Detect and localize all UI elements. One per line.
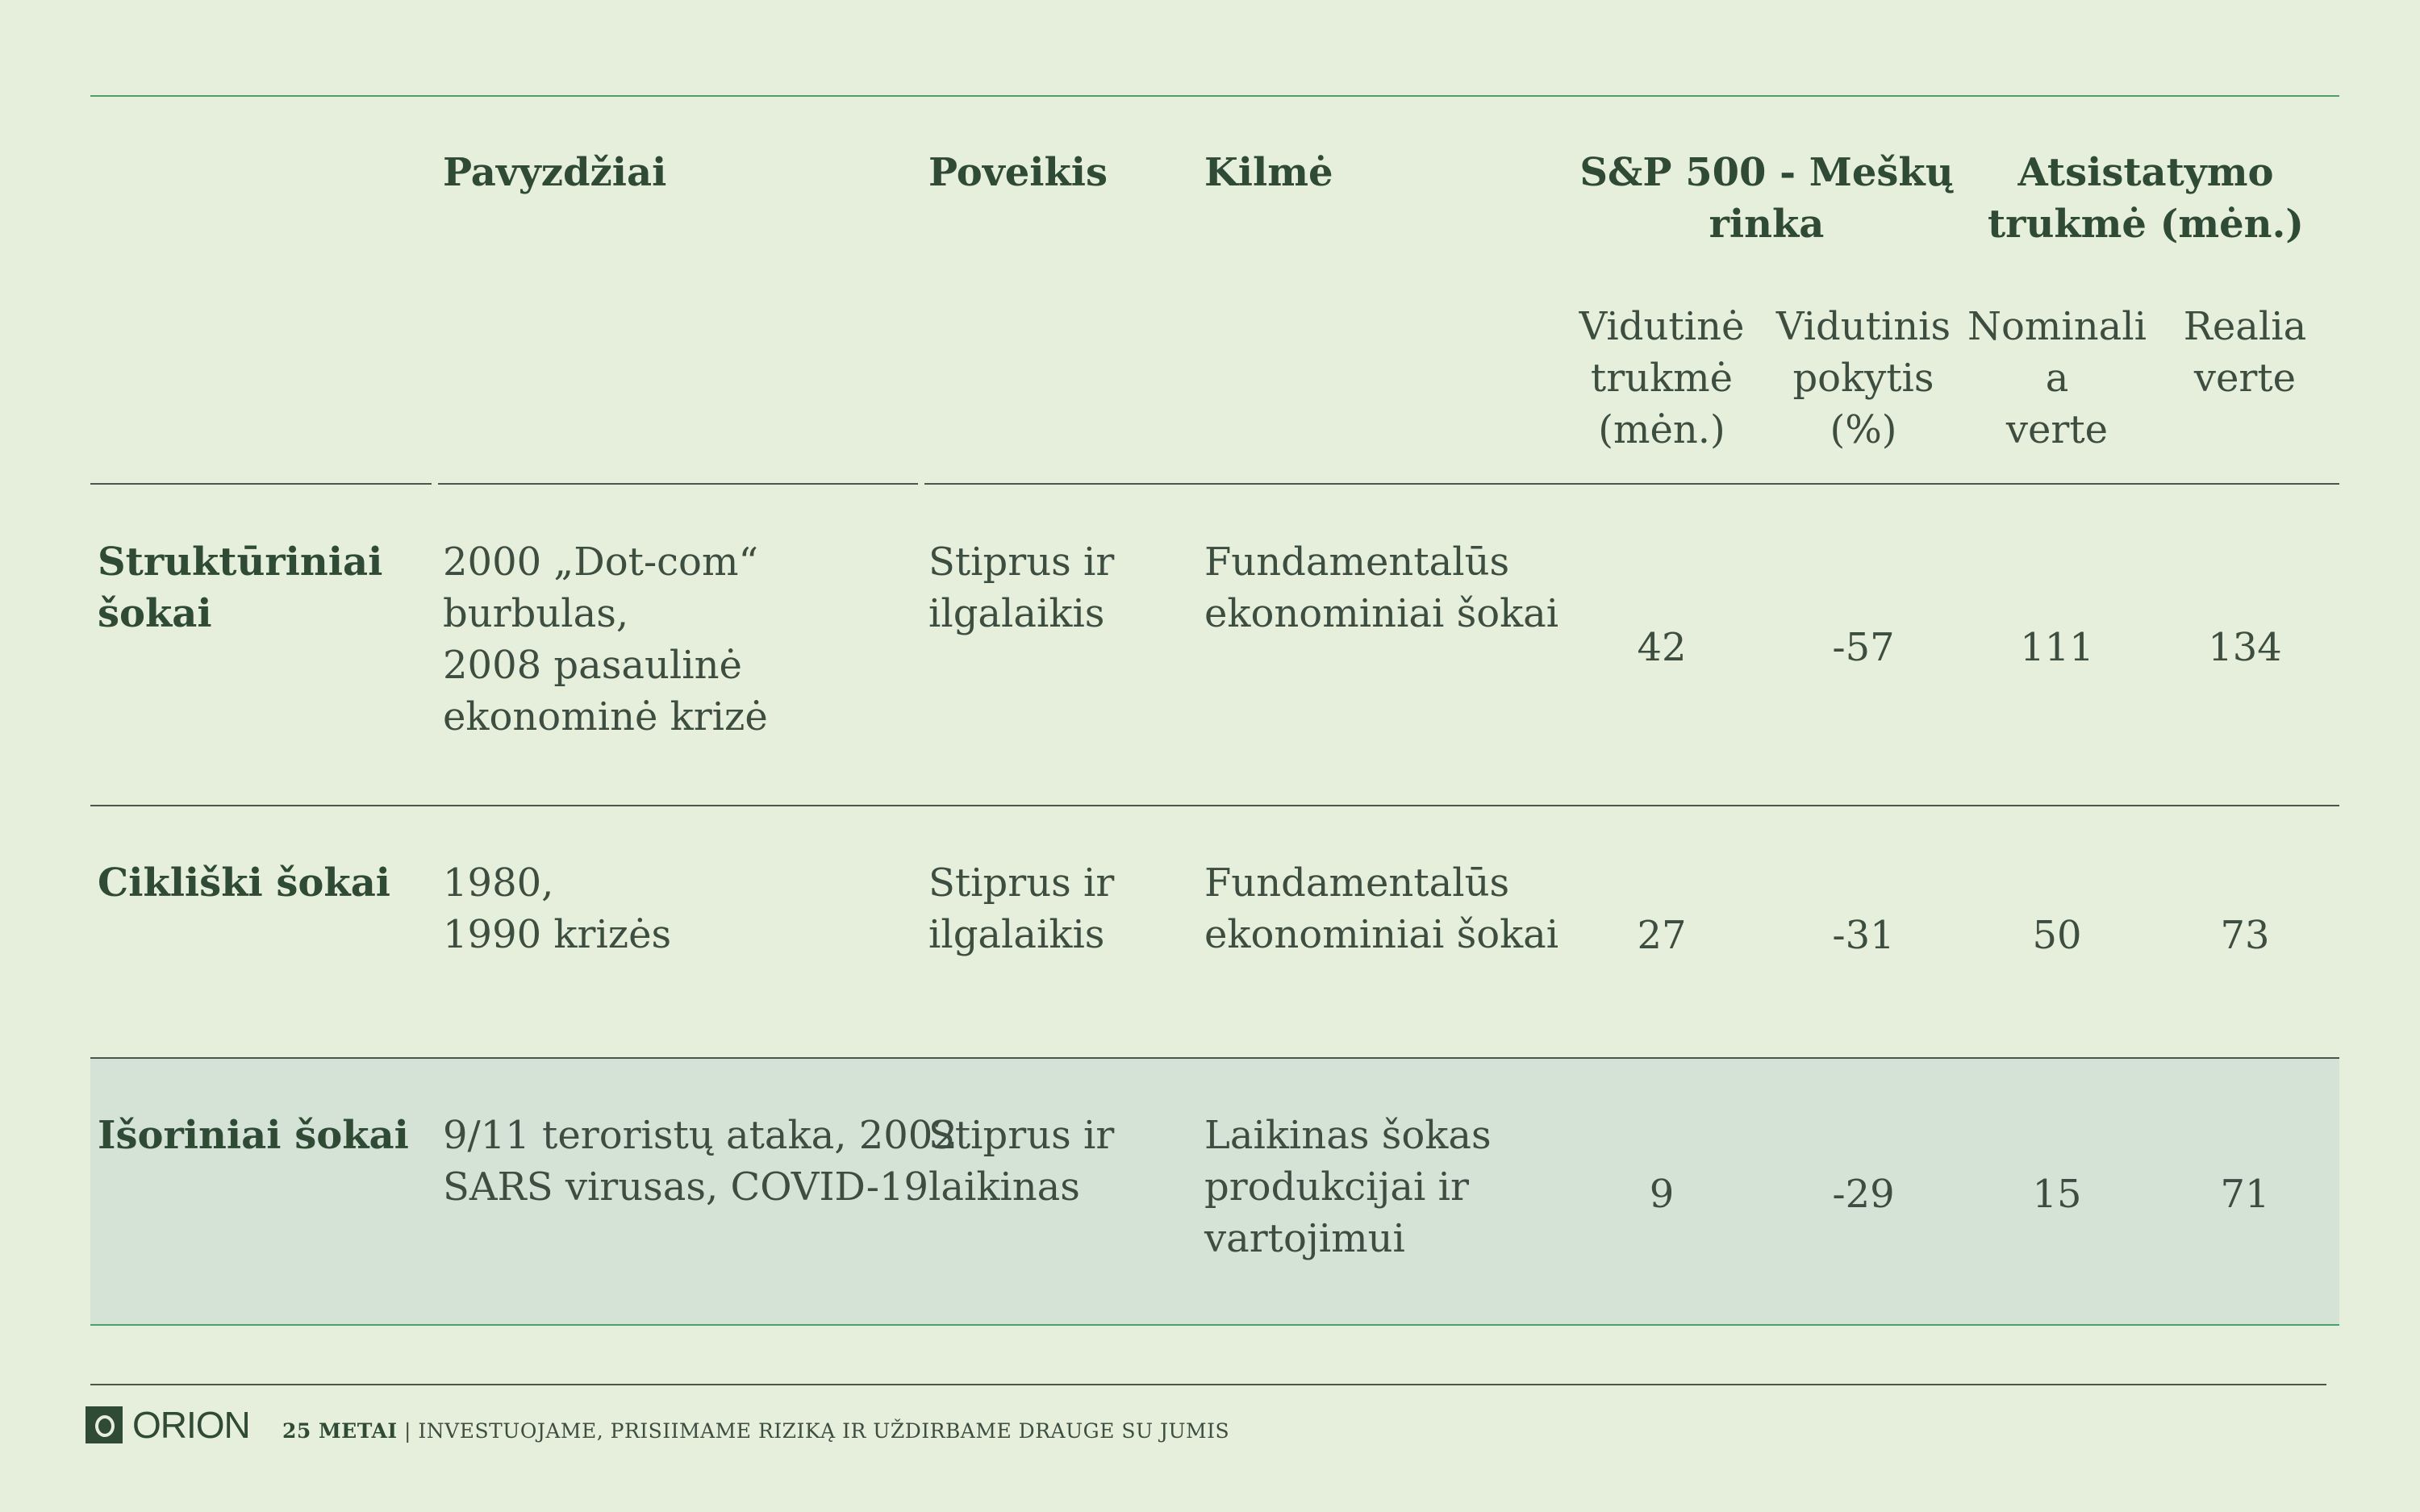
footer-tagline: 25 METAI | INVESTUOJAME, PRISIIMAME RIZI… <box>282 1419 1229 1443</box>
row-divider <box>90 1057 2339 1059</box>
row-origin: Fundamentalūs ekonominiai šokai <box>1204 860 1559 957</box>
row-impact: Stiprus ir laikinas <box>928 1113 1115 1210</box>
row-examples: 1980, 1990 krizės <box>443 860 672 957</box>
row-avg-duration: 27 <box>1637 913 1687 958</box>
row-avg-duration: 9 <box>1649 1172 1675 1217</box>
column-header-sp500: S&P 500 - Meškų rinka <box>1579 150 1954 247</box>
row-origin: Fundamentalūs ekonominiai šokai <box>1204 539 1559 636</box>
row-impact: Stiprus ir ilgalaikis <box>928 539 1115 636</box>
footer-separator: | <box>404 1419 411 1443</box>
row-label-structural: Struktūriniai šokai <box>98 539 383 636</box>
rule-gap <box>432 482 438 487</box>
row-impact: Stiprus ir ilgalaikis <box>928 860 1115 957</box>
footer-years: 25 METAI <box>282 1419 398 1443</box>
subheader-avg-duration: Vidutinė trukmė (mėn.) <box>1579 304 1745 452</box>
subheader-nominal: Nominali a verte <box>1967 304 2147 452</box>
column-header-impact: Poveikis <box>928 150 1108 195</box>
highlighted-row-background <box>90 1059 2339 1324</box>
row-examples: 9/11 teroristų ataka, 2002 SARS virusas,… <box>443 1113 958 1210</box>
row-real: 73 <box>2220 913 2270 958</box>
row-divider <box>90 805 2339 806</box>
row-label-cyclical: Cikliški šokai <box>98 860 391 906</box>
column-header-recovery: Atsistatymo trukmė (mėn.) <box>1987 150 2304 247</box>
footer-rule <box>90 1384 2326 1385</box>
orion-logo-icon <box>86 1406 123 1443</box>
row-label-external: Išoriniai šokai <box>98 1113 409 1158</box>
column-header-examples: Pavyzdžiai <box>443 150 667 195</box>
row-examples: 2000 „Dot-com“ burbulas, 2008 pasaulinė … <box>443 539 768 739</box>
row-real: 71 <box>2220 1172 2270 1217</box>
header-bottom-rule <box>90 483 2339 485</box>
row-avg-change: -29 <box>1832 1172 1895 1217</box>
row-nominal: 15 <box>2032 1172 2082 1217</box>
footer-tagline-text: INVESTUOJAME, PRISIIMAME RIZIKĄ IR UŽDIR… <box>418 1419 1230 1443</box>
orion-logo-text: ORION <box>132 1404 251 1446</box>
row-nominal: 50 <box>2032 913 2082 958</box>
row-avg-change: -31 <box>1832 913 1895 958</box>
row-real: 134 <box>2208 625 2282 670</box>
table-bottom-rule <box>90 1324 2339 1326</box>
column-header-origin: Kilmė <box>1204 150 1333 195</box>
row-avg-duration: 42 <box>1637 625 1687 670</box>
rule-gap <box>918 482 924 487</box>
table-top-rule <box>90 95 2339 97</box>
row-origin: Laikinas šokas produkcijai ir vartojimui <box>1204 1113 1492 1261</box>
subheader-avg-change: Vidutinis pokytis (%) <box>1775 304 1951 452</box>
row-avg-change: -57 <box>1832 625 1895 670</box>
subheader-real: Realia verte <box>2183 304 2307 401</box>
row-nominal: 111 <box>2020 625 2094 670</box>
